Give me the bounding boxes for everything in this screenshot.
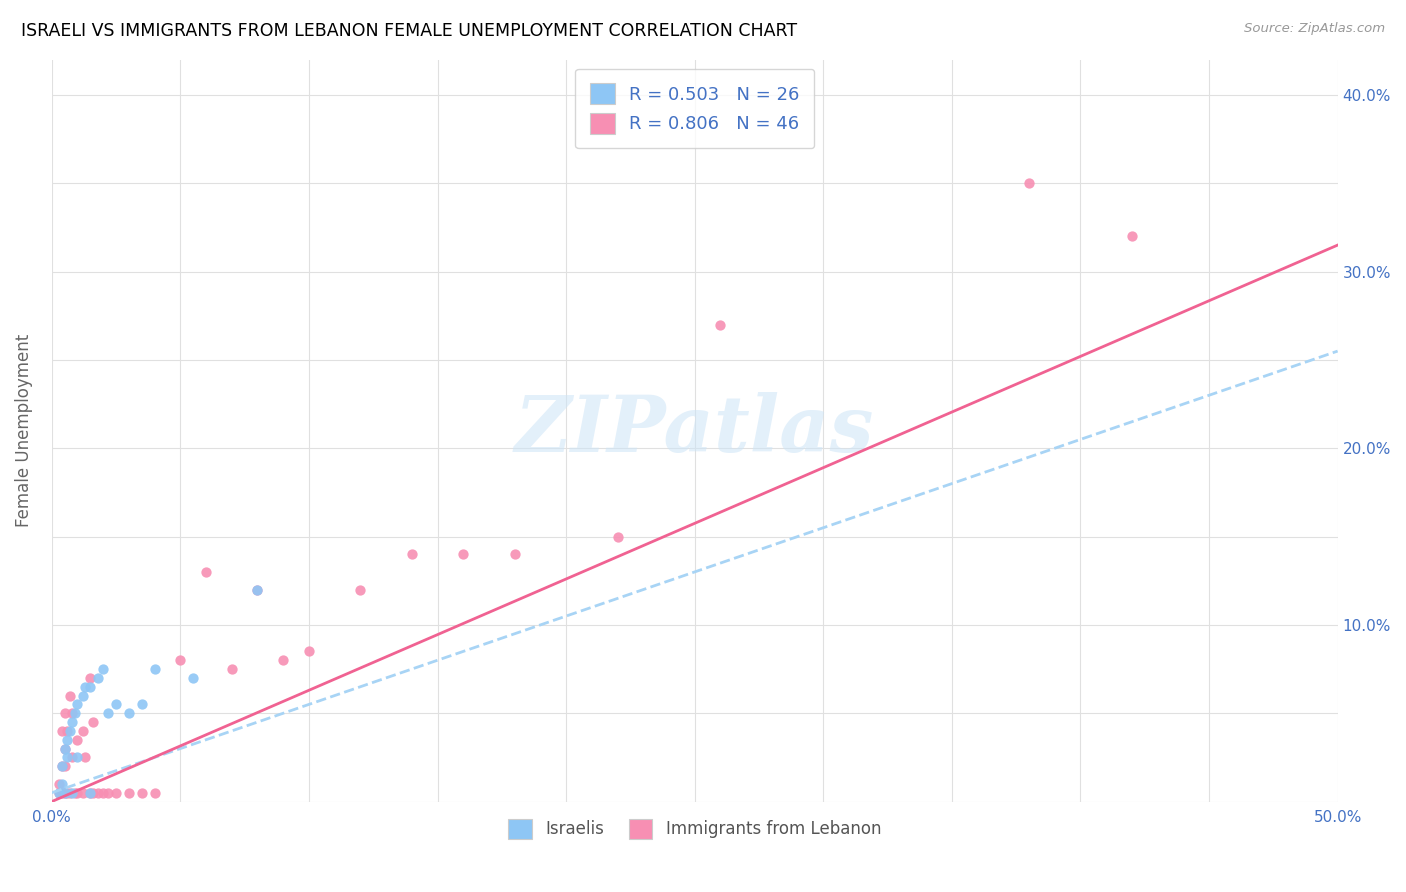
Point xyxy=(60,715,83,730)
Point xyxy=(91,786,114,800)
Point xyxy=(91,662,114,676)
Point xyxy=(72,786,94,800)
Point xyxy=(66,750,89,764)
Point xyxy=(143,662,166,676)
Point xyxy=(66,732,89,747)
Point xyxy=(59,723,82,738)
Point xyxy=(709,318,731,332)
Point xyxy=(169,653,191,667)
Point xyxy=(349,582,371,597)
Point xyxy=(53,786,76,800)
Point xyxy=(56,732,79,747)
Point xyxy=(53,786,76,800)
Point xyxy=(51,723,73,738)
Point xyxy=(82,715,104,730)
Point xyxy=(51,759,73,773)
Point xyxy=(82,786,104,800)
Point xyxy=(75,750,97,764)
Point xyxy=(60,750,83,764)
Point xyxy=(451,547,474,561)
Point xyxy=(606,530,628,544)
Point xyxy=(60,706,83,721)
Point xyxy=(246,582,269,597)
Point xyxy=(51,786,73,800)
Point xyxy=(131,698,153,712)
Point xyxy=(59,786,82,800)
Text: Source: ZipAtlas.com: Source: ZipAtlas.com xyxy=(1244,22,1385,36)
Point xyxy=(246,582,269,597)
Point xyxy=(48,786,70,800)
Point xyxy=(401,547,423,561)
Point xyxy=(60,786,83,800)
Point xyxy=(1018,176,1040,190)
Point xyxy=(48,777,70,791)
Point xyxy=(1121,229,1143,244)
Point xyxy=(298,644,321,658)
Point xyxy=(221,662,243,676)
Point xyxy=(79,786,101,800)
Point xyxy=(79,680,101,694)
Point xyxy=(51,759,73,773)
Point xyxy=(195,565,218,579)
Point xyxy=(87,786,110,800)
Point xyxy=(66,786,89,800)
Point xyxy=(53,741,76,756)
Point xyxy=(72,689,94,703)
Point xyxy=(48,786,70,800)
Point xyxy=(87,671,110,685)
Point xyxy=(56,723,79,738)
Point xyxy=(79,786,101,800)
Text: ZIPatlas: ZIPatlas xyxy=(515,392,875,469)
Point xyxy=(56,786,79,800)
Point xyxy=(51,777,73,791)
Point xyxy=(118,786,141,800)
Legend: Israelis, Immigrants from Lebanon: Israelis, Immigrants from Lebanon xyxy=(502,813,887,846)
Y-axis label: Female Unemployment: Female Unemployment xyxy=(15,334,32,527)
Point xyxy=(63,706,86,721)
Point xyxy=(131,786,153,800)
Point xyxy=(53,759,76,773)
Point xyxy=(118,706,141,721)
Point xyxy=(97,706,120,721)
Point xyxy=(59,689,82,703)
Point xyxy=(105,786,128,800)
Point xyxy=(72,723,94,738)
Point xyxy=(79,671,101,685)
Point xyxy=(143,786,166,800)
Point xyxy=(181,671,204,685)
Point xyxy=(105,698,128,712)
Point xyxy=(53,741,76,756)
Point xyxy=(97,786,120,800)
Point xyxy=(63,786,86,800)
Point xyxy=(53,706,76,721)
Text: ISRAELI VS IMMIGRANTS FROM LEBANON FEMALE UNEMPLOYMENT CORRELATION CHART: ISRAELI VS IMMIGRANTS FROM LEBANON FEMAL… xyxy=(21,22,797,40)
Point xyxy=(271,653,294,667)
Point xyxy=(66,698,89,712)
Point xyxy=(503,547,526,561)
Point xyxy=(75,680,97,694)
Point xyxy=(56,750,79,764)
